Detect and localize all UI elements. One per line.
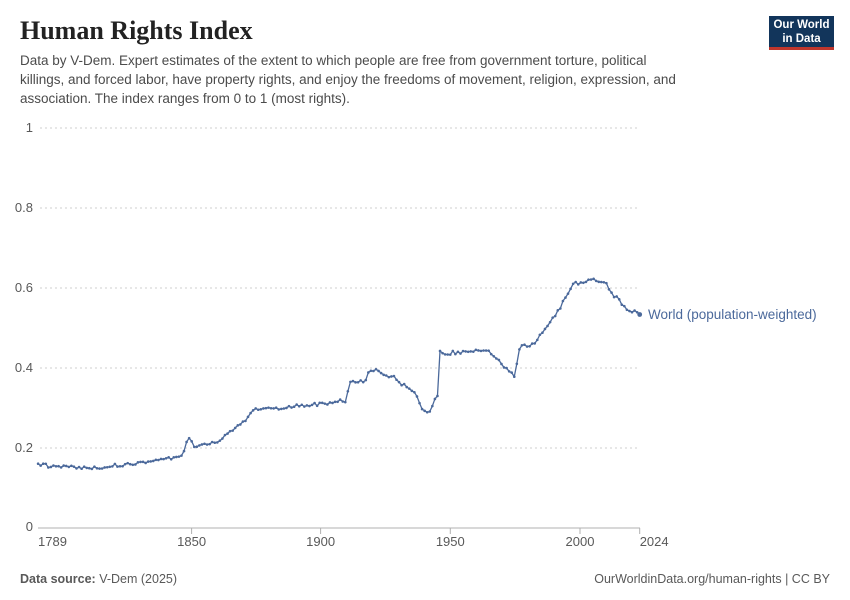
- svg-text:0: 0: [26, 519, 33, 534]
- svg-text:World (population-weighted): World (population-weighted): [648, 307, 817, 322]
- svg-text:0.2: 0.2: [15, 440, 33, 455]
- svg-text:1789: 1789: [38, 534, 67, 549]
- svg-text:1: 1: [26, 120, 33, 135]
- svg-text:1850: 1850: [177, 534, 206, 549]
- svg-text:0.6: 0.6: [15, 280, 33, 295]
- svg-text:1900: 1900: [306, 534, 335, 549]
- svg-text:2024: 2024: [640, 534, 669, 549]
- svg-text:0.8: 0.8: [15, 200, 33, 215]
- svg-text:1950: 1950: [436, 534, 465, 549]
- svg-text:2000: 2000: [566, 534, 595, 549]
- svg-text:0.4: 0.4: [15, 360, 33, 375]
